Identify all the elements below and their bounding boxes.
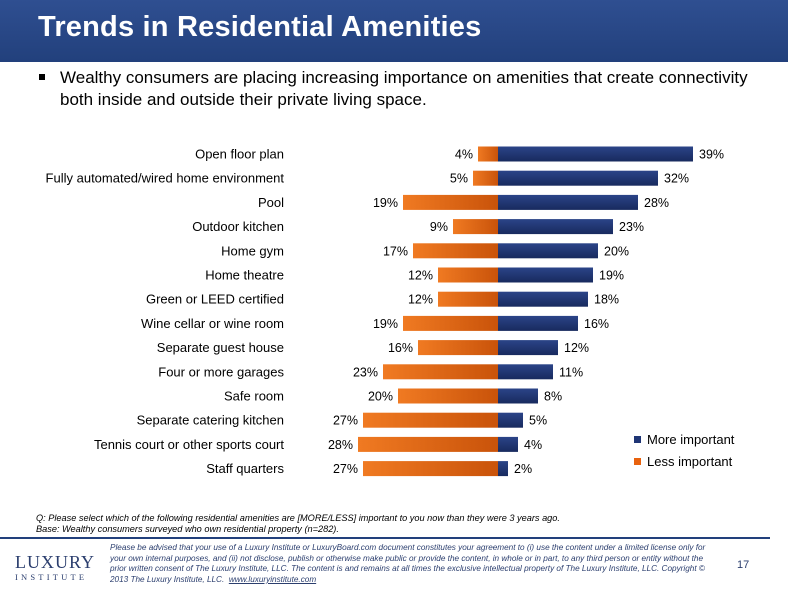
bar-less-important bbox=[438, 267, 498, 283]
bullet-text: Wealthy consumers are placing increasing… bbox=[60, 68, 748, 109]
category-label: Home theatre bbox=[205, 268, 284, 283]
bar-less-important bbox=[383, 364, 498, 380]
bar-more-important bbox=[498, 219, 613, 235]
data-label-more: 19% bbox=[599, 269, 624, 283]
survey-base-note: Base: Wealthy consumers surveyed who own… bbox=[36, 524, 339, 534]
bar-more-important bbox=[498, 243, 598, 259]
category-label: Wine cellar or wine room bbox=[141, 316, 284, 331]
data-label-more: 5% bbox=[529, 414, 547, 428]
legend-swatch-more bbox=[634, 436, 641, 443]
category-label: Fully automated/wired home environment bbox=[46, 171, 285, 186]
bar-more-important bbox=[498, 170, 658, 186]
bar-less-important bbox=[398, 388, 498, 404]
data-label-more: 2% bbox=[514, 462, 532, 476]
category-label: Pool bbox=[258, 195, 284, 210]
category-label: Home gym bbox=[221, 243, 284, 258]
bar-more-important bbox=[498, 194, 638, 210]
data-label-less: 28% bbox=[328, 438, 353, 452]
bar-more-important bbox=[498, 291, 588, 307]
bar-less-important bbox=[413, 243, 498, 259]
data-label-less: 19% bbox=[373, 196, 398, 210]
category-label: Separate guest house bbox=[157, 340, 284, 355]
legend-item-more: More important bbox=[634, 432, 734, 447]
data-label-more: 23% bbox=[619, 220, 644, 234]
category-label: Separate catering kitchen bbox=[137, 413, 284, 428]
bar-less-important bbox=[363, 461, 498, 477]
data-label-less: 17% bbox=[383, 244, 408, 258]
data-label-less: 19% bbox=[373, 317, 398, 331]
bar-more-important bbox=[498, 146, 693, 162]
diverging-bar-chart: Open floor plan 4% 39% Fully automated/wire… bbox=[46, 146, 724, 477]
data-label-more: 16% bbox=[584, 317, 609, 331]
data-label-less: 23% bbox=[353, 365, 378, 379]
disclaimer-text: Please be advised that your use of a Lux… bbox=[110, 543, 706, 584]
title-banner: Trends in Residential Amenities bbox=[0, 0, 788, 62]
data-label-less: 27% bbox=[333, 414, 358, 428]
data-label-less: 5% bbox=[450, 172, 468, 186]
data-label-less: 4% bbox=[455, 148, 473, 162]
page-title: Trends in Residential Amenities bbox=[38, 11, 482, 43]
data-label-more: 8% bbox=[544, 390, 562, 404]
data-label-more: 12% bbox=[564, 341, 589, 355]
data-label-more: 32% bbox=[664, 172, 689, 186]
bar-less-important bbox=[403, 194, 498, 210]
data-label-less: 16% bbox=[388, 341, 413, 355]
data-label-less: 12% bbox=[408, 269, 433, 283]
bar-more-important bbox=[498, 436, 518, 452]
bar-more-important bbox=[498, 364, 553, 380]
bar-less-important bbox=[473, 170, 498, 186]
bar-more-important bbox=[498, 461, 508, 477]
bar-more-important bbox=[498, 267, 593, 283]
bar-more-important bbox=[498, 340, 558, 356]
category-label: Safe room bbox=[224, 389, 284, 404]
legend-item-less: Less important bbox=[634, 454, 732, 469]
data-label-more: 28% bbox=[644, 196, 669, 210]
category-label: Open floor plan bbox=[195, 147, 284, 162]
bar-more-important bbox=[498, 412, 523, 428]
data-label-more: 39% bbox=[699, 148, 724, 162]
bar-less-important bbox=[478, 146, 498, 162]
legal-disclaimer: Please be advised that your use of a Lux… bbox=[110, 543, 715, 585]
website-link[interactable]: www.luxuryinstitute.com bbox=[228, 574, 317, 584]
bar-more-important bbox=[498, 315, 578, 331]
page-number: 17 bbox=[737, 559, 750, 571]
bar-less-important bbox=[358, 436, 498, 452]
logo-subtitle: INSTITUTE bbox=[15, 572, 88, 582]
bar-less-important bbox=[438, 291, 498, 307]
footer-divider bbox=[0, 537, 770, 539]
legend-label-less: Less important bbox=[647, 454, 733, 469]
data-label-less: 12% bbox=[408, 293, 433, 307]
data-label-less: 27% bbox=[333, 462, 358, 476]
data-label-more: 4% bbox=[524, 438, 542, 452]
category-label: Green or LEED certified bbox=[146, 292, 284, 307]
category-label: Staff quarters bbox=[206, 461, 284, 476]
data-label-more: 18% bbox=[594, 293, 619, 307]
category-label: Four or more garages bbox=[158, 364, 284, 379]
data-label-more: 20% bbox=[604, 244, 629, 258]
data-label-more: 11% bbox=[559, 365, 583, 379]
legend-swatch-less bbox=[634, 458, 641, 465]
bar-less-important bbox=[403, 315, 498, 331]
legend-label-more: More important bbox=[647, 432, 735, 447]
logo-wordmark: LUXURY bbox=[15, 552, 96, 572]
bar-more-important bbox=[498, 388, 538, 404]
survey-question-note: Q: Please select which of the following … bbox=[36, 513, 560, 523]
data-label-less: 9% bbox=[430, 220, 448, 234]
bar-less-important bbox=[418, 340, 498, 356]
luxury-institute-logo: LUXURY INSTITUTE bbox=[15, 553, 103, 583]
data-label-less: 20% bbox=[368, 390, 393, 404]
category-label: Tennis court or other sports court bbox=[94, 437, 284, 452]
category-label: Outdoor kitchen bbox=[192, 219, 284, 234]
bar-less-important bbox=[453, 219, 498, 235]
bar-less-important bbox=[363, 412, 498, 428]
bullet-marker bbox=[39, 74, 45, 80]
